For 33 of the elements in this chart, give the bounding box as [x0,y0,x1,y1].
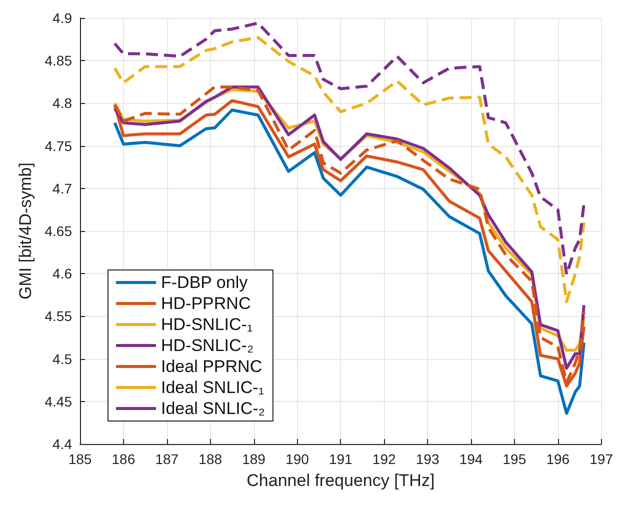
x-tick-label: 197 [590,451,614,467]
y-tick-label: 4.6 [52,266,72,282]
x-tick-label: 192 [372,451,396,467]
y-tick-label: 4.4 [52,436,72,452]
y-axis-title: GMI [bit/4D-symb] [16,162,35,300]
x-tick-label: 196 [546,451,570,467]
x-tick-label: 191 [328,451,353,467]
y-tick-label: 4.9 [52,10,72,26]
legend-label: HD-SNLIC-₁ [161,315,253,334]
y-tick-label: 4.5 [52,350,72,367]
y-tick-label: 4.7 [52,180,72,196]
y-tick-label: 4.8 [52,95,72,112]
x-tick-label: 186 [112,451,136,467]
y-tick-label: 4.65 [44,223,72,239]
legend-label: Ideal SNLIC-₂ [161,399,265,418]
legend-label: HD-PPRNC [161,294,251,313]
x-tick-label: 189 [242,451,266,467]
y-tick-label: 4.45 [44,393,72,410]
x-tick-label: 195 [502,451,526,467]
x-tick-label: 194 [459,451,483,467]
x-tick-label: 187 [155,451,179,467]
legend-label: Ideal SNLIC-₁ [161,378,264,397]
y-tick-label: 4.85 [44,52,72,69]
y-tick-label: 4.75 [44,138,72,154]
legend-label: Ideal PPRNC [161,357,262,376]
x-tick-label: 190 [286,451,310,467]
y-tick-label: 4.55 [44,308,72,324]
legend-label: F-DBP only [161,273,248,292]
legend-label: HD-SNLIC-₂ [161,336,254,355]
x-axis-title: Channel frequency [THz] [246,471,435,490]
x-tick-label: 193 [416,451,440,467]
x-tick-label: 185 [68,451,92,467]
x-tick-label: 188 [198,451,222,467]
